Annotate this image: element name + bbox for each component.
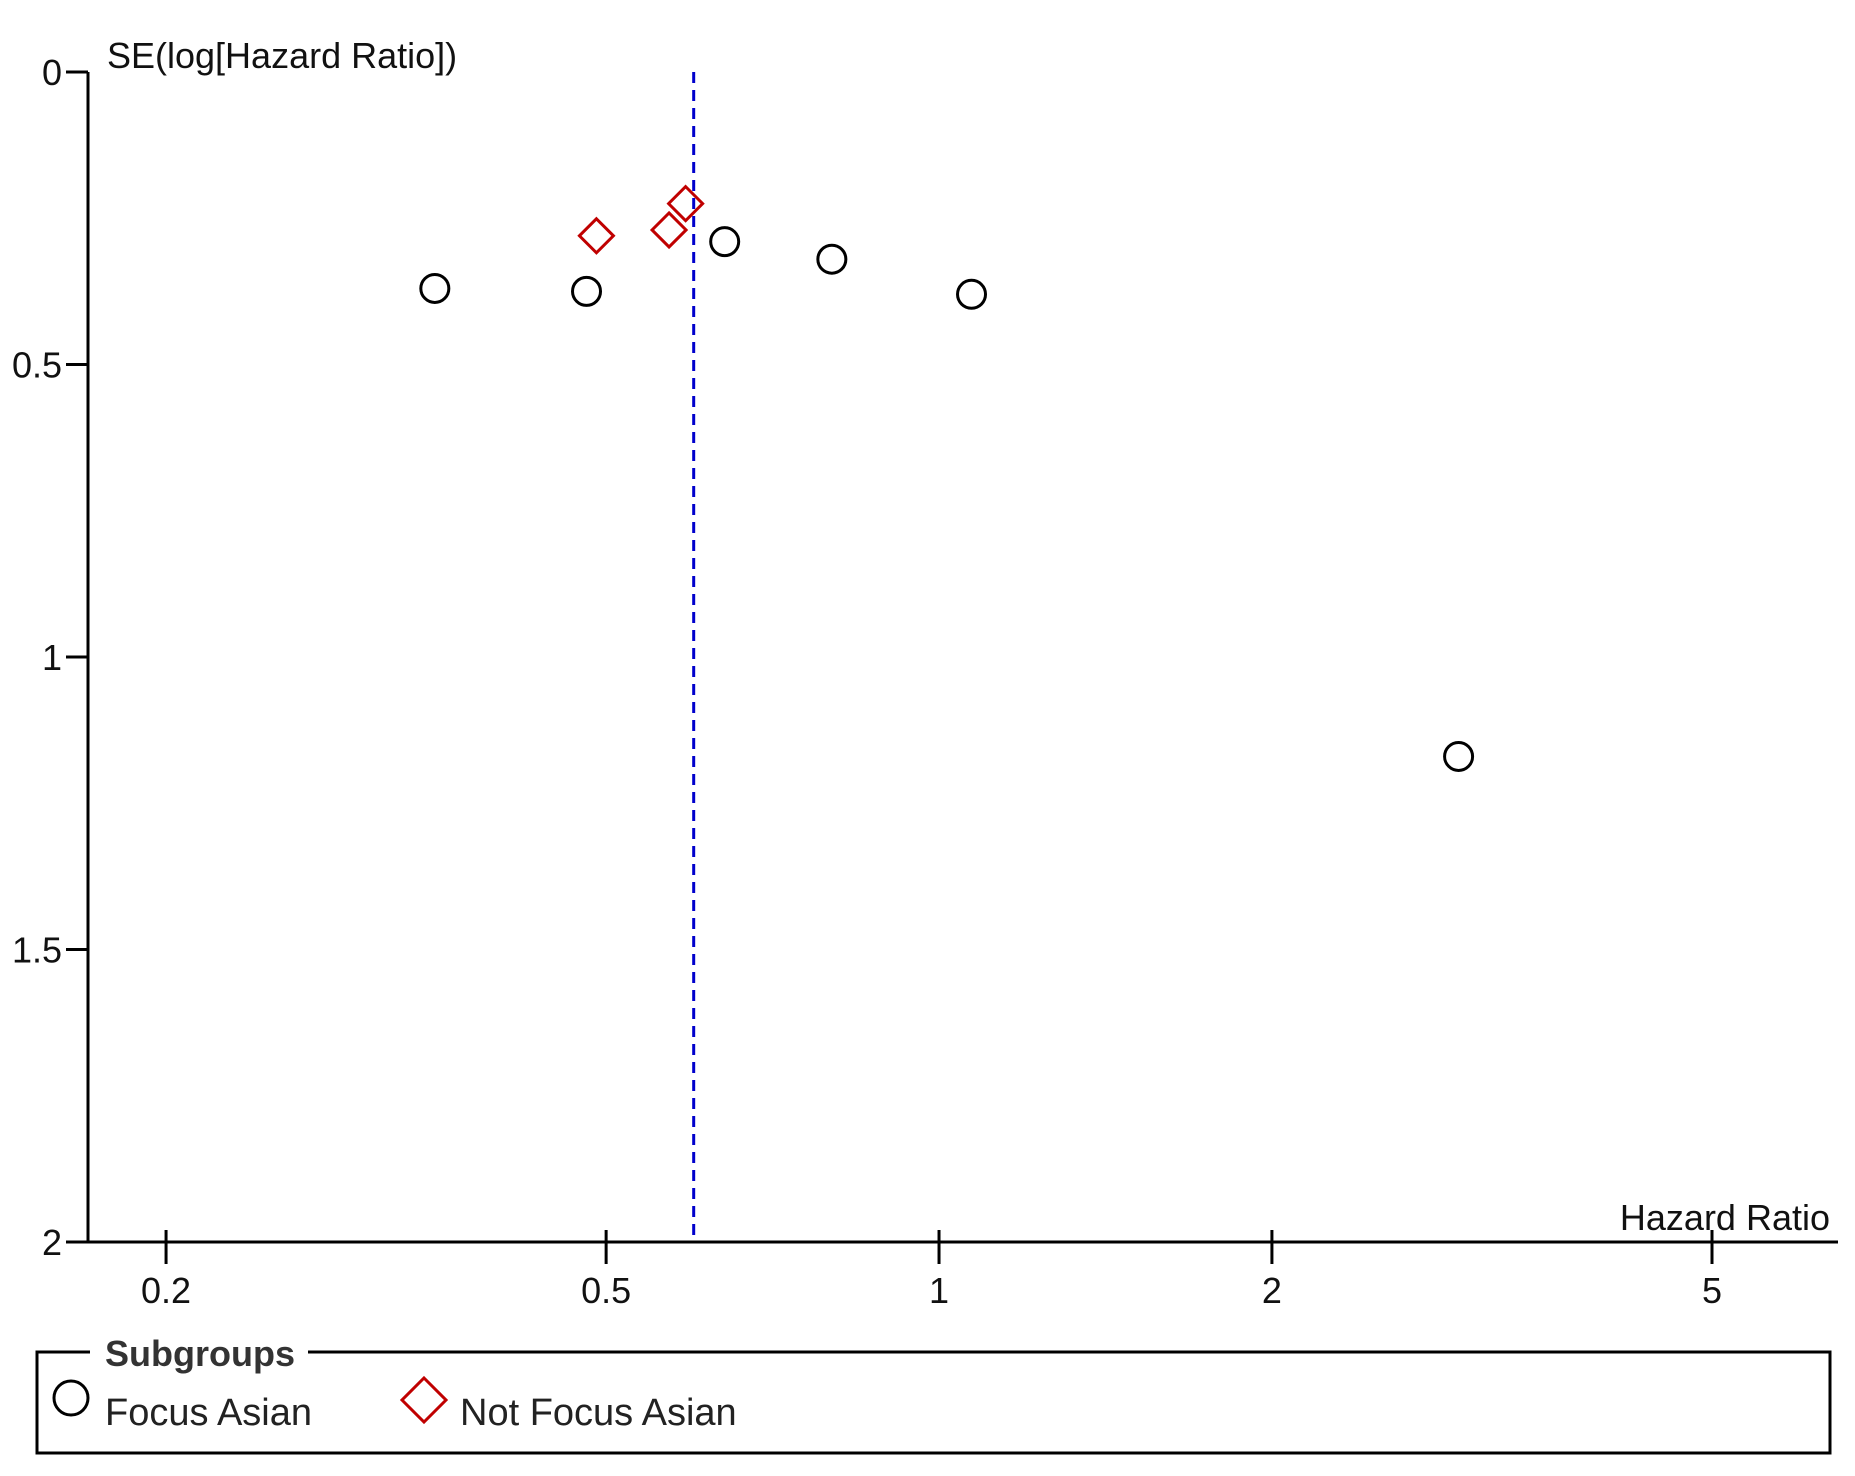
- data-points: [419, 184, 1475, 772]
- y-tick-label: 1.5: [12, 930, 62, 971]
- y-tick-label: 0.5: [12, 345, 62, 386]
- point-focus-asian: [816, 243, 848, 275]
- point-not-focus-asian: [577, 216, 616, 255]
- legend-title: Subgroups: [105, 1333, 295, 1374]
- y-tick-label: 2: [42, 1222, 62, 1263]
- legend: Subgroups Focus Asian Not Focus Asian: [35, 1330, 1832, 1455]
- point-not-focus-asian: [649, 210, 689, 250]
- y-tick-label: 1: [42, 637, 62, 678]
- point-focus-asian: [571, 275, 603, 307]
- x-axis-title: Hazard Ratio: [1620, 1197, 1830, 1238]
- x-tick-label: 1: [929, 1270, 949, 1311]
- legend-label-not-focus-asian: Not Focus Asian: [460, 1392, 737, 1434]
- legend-label-focus-asian: Focus Asian: [105, 1392, 312, 1434]
- point-not-focus-asian: [666, 184, 705, 223]
- point-focus-asian: [956, 278, 988, 310]
- legend-title-background: [90, 1330, 308, 1374]
- x-tick-label: 0.5: [581, 1270, 631, 1311]
- point-focus-asian: [419, 272, 451, 304]
- point-focus-asian: [1443, 740, 1475, 772]
- x-tick-label: 2: [1262, 1270, 1282, 1311]
- legend-box: [35, 1350, 1832, 1455]
- y-tick-label: 0: [42, 52, 62, 93]
- legend-circle-marker: [52, 1379, 90, 1417]
- x-tick-label: 0.2: [141, 1270, 191, 1311]
- legend-diamond-marker: [399, 1375, 449, 1425]
- point-focus-asian: [709, 226, 741, 258]
- y-axis-title: SE(log[Hazard Ratio]): [107, 35, 457, 76]
- x-tick-label: 5: [1702, 1270, 1722, 1311]
- axes: 0 0.5 1 1.5 2 0.2 0.5 1 2 5: [12, 52, 1838, 1311]
